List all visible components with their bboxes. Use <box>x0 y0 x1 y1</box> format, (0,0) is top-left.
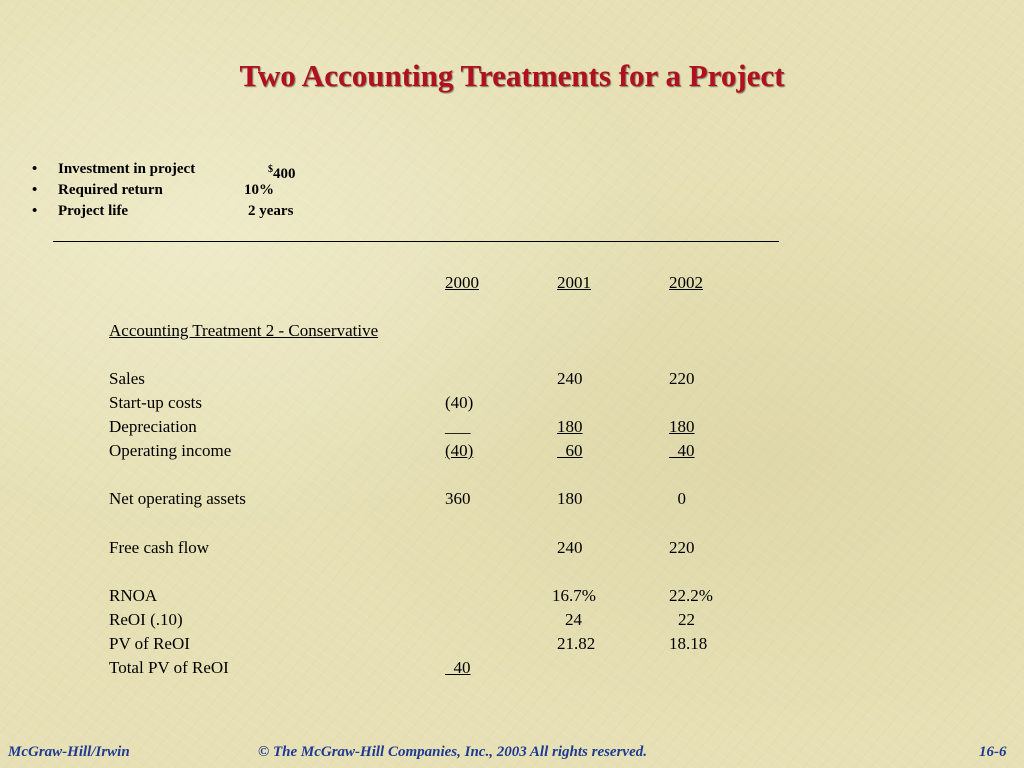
footer-publisher: McGraw-Hill/Irwin <box>8 744 130 760</box>
row-label-sales: Sales <box>109 369 145 388</box>
row-label-depreciation: Depreciation <box>109 417 197 436</box>
cell-sales-2001: 240 <box>557 369 583 388</box>
divider-line <box>53 241 779 242</box>
cell-depreciation-2002: 180 <box>669 417 695 436</box>
bullet-label: Investment in project <box>58 161 196 177</box>
cell-noa-2000: 360 <box>445 489 471 508</box>
slide-title: Two Accounting Treatments for a Project <box>239 58 785 93</box>
bullet-value-number: 400 <box>273 166 296 182</box>
bullet-dot-icon: • <box>32 203 38 219</box>
row-label-startup-costs: Start-up costs <box>109 393 203 412</box>
bullet-label: Project life <box>58 203 129 219</box>
cell-sales-2002: 220 <box>669 369 695 388</box>
cell-rnoa-2001: 16.7% <box>552 586 596 605</box>
year-header-2000: 2000 <box>445 273 479 292</box>
cell-pv-reoi-2001: 21.82 <box>557 634 596 653</box>
year-header-2001: 2001 <box>557 273 591 292</box>
bullet-dot-icon: • <box>32 182 38 198</box>
footer-copyright: © The McGraw-Hill Companies, Inc., 2003 … <box>258 744 647 760</box>
dollar-sign: $ <box>268 164 273 175</box>
cell-depreciation-2001: 180 <box>557 417 583 436</box>
bullet-value: $400 <box>268 159 296 185</box>
cell-startup-2000: (40) <box>445 393 474 412</box>
year-header-2002: 2002 <box>669 273 703 292</box>
row-label-operating-income: Operating income <box>109 441 232 460</box>
cell-operating-income-2001: 60 <box>557 441 583 460</box>
row-label-total-pv-reoi: Total PV of ReOI <box>109 658 229 677</box>
row-label-pv-reoi: PV of ReOI <box>109 634 190 653</box>
bullet-label: Required return <box>58 182 163 198</box>
row-label-free-cash-flow: Free cash flow <box>109 538 210 557</box>
row-label-reoi: ReOI (.10) <box>109 610 183 629</box>
cell-reoi-2002: 22 <box>678 610 695 629</box>
section-heading: Accounting Treatment 2 - Conservative <box>109 321 379 340</box>
cell-depreciation-2000: ___ <box>445 417 471 436</box>
bullet-value: 2 years <box>248 203 294 219</box>
row-label-rnoa: RNOA <box>109 586 158 605</box>
footer-slide-number: 16-6 <box>979 744 1007 760</box>
cell-fcf-2002: 220 <box>669 538 695 557</box>
cell-rnoa-2002: 22.2% <box>669 586 713 605</box>
cell-pv-reoi-2002: 18.18 <box>669 634 708 653</box>
cell-total-pv-reoi-2000: 40 <box>445 658 471 677</box>
cell-operating-income-2000: (40) <box>445 441 474 460</box>
bullet-dot-icon: • <box>32 161 38 177</box>
cell-fcf-2001: 240 <box>557 538 583 557</box>
cell-noa-2002: 0 <box>669 489 687 508</box>
cell-operating-income-2002: 40 <box>669 441 695 460</box>
row-label-net-operating-assets: Net operating assets <box>109 489 246 508</box>
bullet-value: 10% <box>244 182 274 198</box>
cell-noa-2001: 180 <box>557 489 583 508</box>
cell-reoi-2001: 24 <box>565 610 582 629</box>
